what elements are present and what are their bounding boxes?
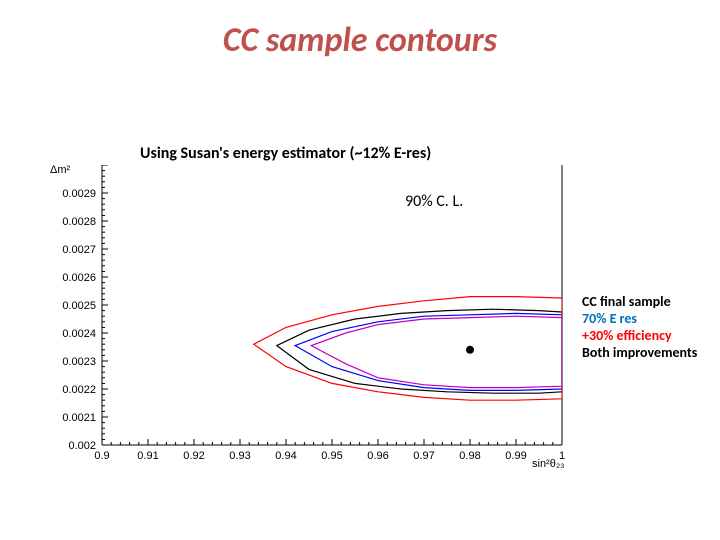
svg-text:0.0024: 0.0024 xyxy=(62,328,96,340)
svg-text:0.97: 0.97 xyxy=(413,450,434,462)
svg-text:0.0027: 0.0027 xyxy=(62,244,96,256)
chart-svg: 0.90.910.920.930.940.950.960.970.980.991… xyxy=(40,165,570,485)
svg-text:0.0028: 0.0028 xyxy=(62,216,96,228)
svg-text:0.94: 0.94 xyxy=(275,450,296,462)
svg-text:0.0022: 0.0022 xyxy=(62,384,96,396)
svg-text:Δm²: Δm² xyxy=(50,165,71,176)
svg-text:sin²θ₂₃: sin²θ₂₃ xyxy=(532,458,565,470)
svg-text:0.92: 0.92 xyxy=(183,450,204,462)
svg-text:0.91: 0.91 xyxy=(137,450,158,462)
svg-text:0.93: 0.93 xyxy=(229,450,250,462)
svg-text:0.0029: 0.0029 xyxy=(62,188,96,200)
legend: CC final sample70% E res+30% efficiencyB… xyxy=(582,293,697,361)
svg-text:0.0021: 0.0021 xyxy=(62,412,96,424)
svg-text:0.0026: 0.0026 xyxy=(62,272,96,284)
svg-text:0.95: 0.95 xyxy=(321,450,342,462)
svg-text:0.0025: 0.0025 xyxy=(62,300,96,312)
subtitle: Using Susan's energy estimator (~12% E-r… xyxy=(140,144,431,163)
svg-text:0.002: 0.002 xyxy=(68,440,96,452)
svg-text:0.9: 0.9 xyxy=(94,450,109,462)
legend-item: +30% efficiency xyxy=(582,327,697,344)
contour-chart: 0.90.910.920.930.940.950.960.970.980.991… xyxy=(40,165,570,485)
legend-item: Both improvements xyxy=(582,344,697,361)
legend-item: CC final sample xyxy=(582,293,697,310)
svg-text:0.0023: 0.0023 xyxy=(62,356,96,368)
svg-text:0.99: 0.99 xyxy=(505,450,526,462)
legend-item: 70% E res xyxy=(582,310,697,327)
svg-text:0.98: 0.98 xyxy=(459,450,480,462)
svg-text:0.96: 0.96 xyxy=(367,450,388,462)
page-title: CC sample contours xyxy=(0,20,720,61)
